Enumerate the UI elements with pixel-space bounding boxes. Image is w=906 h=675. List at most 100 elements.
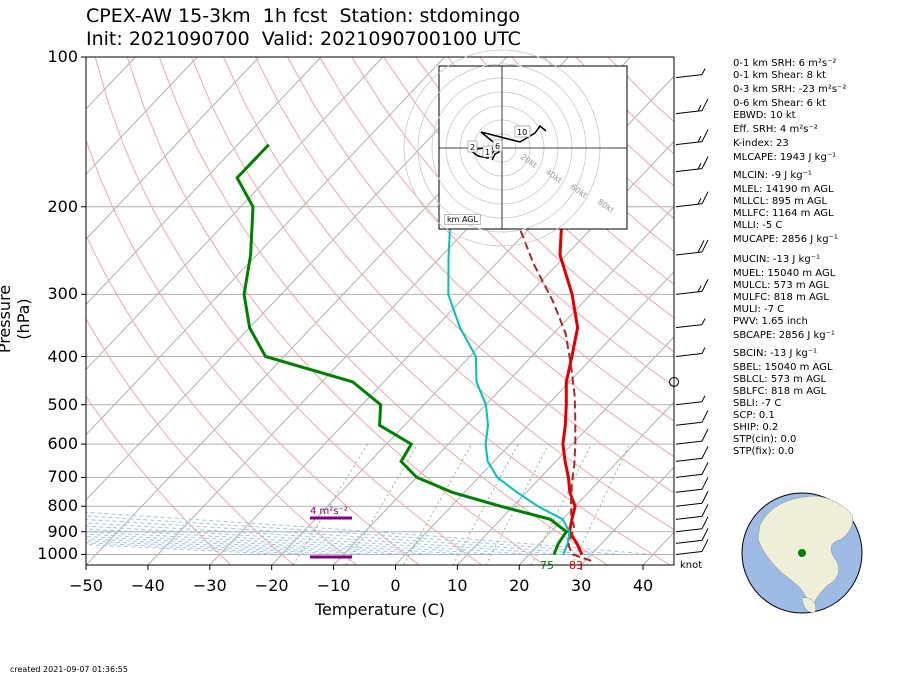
dry-adiabat xyxy=(351,57,674,387)
station-marker xyxy=(798,549,806,557)
dry-adiabat xyxy=(126,57,545,565)
y-tick-label: 100 xyxy=(47,47,78,66)
isotherm xyxy=(86,57,198,175)
wind-barb-staff xyxy=(675,457,703,462)
wind-barb-staff xyxy=(675,539,703,544)
wind-barb-flag xyxy=(701,516,709,529)
moist-adiabat xyxy=(86,518,592,555)
wind-barb-flag xyxy=(701,504,709,517)
hodograph-unit-label: km AGL xyxy=(444,214,481,225)
surface-dewpoint-label: 75 xyxy=(540,559,554,572)
y-tick-label: 500 xyxy=(47,394,78,414)
index-line: SBEL: 15040 m AGL xyxy=(733,362,833,373)
x-tick-label: −20 xyxy=(254,576,289,595)
series-line-wetbulb xyxy=(440,144,571,555)
mixing-ratio-line xyxy=(292,443,369,565)
wind-barb-half xyxy=(697,285,702,293)
surface-temperature-label: 83 xyxy=(569,559,583,572)
y-tick-label: 1000 xyxy=(37,544,78,564)
x-tick-label: −30 xyxy=(192,576,227,595)
isotherm xyxy=(86,57,508,501)
dry-adiabat xyxy=(287,57,674,458)
wind-barb xyxy=(675,491,709,507)
hodograph-height-label: 2 xyxy=(470,143,475,152)
globe-map xyxy=(741,492,863,614)
isotherm xyxy=(86,57,384,371)
wind-barb xyxy=(675,347,706,357)
wind-barb-staff xyxy=(675,401,703,406)
wind-barb-flag xyxy=(701,156,709,169)
index-line: EBWD: 10 kt xyxy=(733,110,796,121)
x-tick-label: −50 xyxy=(69,576,103,595)
index-line: MLCAPE: 1943 J kg⁻¹ xyxy=(733,152,837,163)
isotherm xyxy=(457,336,674,565)
dry-adiabat xyxy=(255,57,674,494)
wind-barb-staff xyxy=(675,203,703,208)
dry-adiabat xyxy=(190,57,671,565)
wind-barb xyxy=(675,156,709,173)
wind-barb xyxy=(675,410,709,426)
wind-barb xyxy=(675,279,709,295)
index-line: MUEL: 15040 m AGL xyxy=(733,268,836,279)
wind-barb xyxy=(675,68,706,79)
moist-adiabat xyxy=(86,522,561,555)
wind-barb-flag xyxy=(701,491,709,504)
index-line: MUCAPE: 2856 J kg⁻¹ xyxy=(733,234,838,245)
wind-barb-flag xyxy=(701,191,709,204)
series-line-parcel xyxy=(477,170,592,562)
wind-barb xyxy=(675,462,709,478)
axis-ticks xyxy=(81,56,644,570)
wind-barb xyxy=(675,539,709,555)
wind-barb xyxy=(675,98,709,115)
wind-barb-half xyxy=(701,395,706,402)
mixing-ratio-line xyxy=(571,443,630,565)
wind-barbs xyxy=(669,68,709,555)
wind-barb-flag xyxy=(701,446,709,459)
isotherm xyxy=(580,466,674,565)
index-line: SBCIN: -13 J kg⁻¹ xyxy=(733,348,818,359)
hodograph-height-box xyxy=(482,145,493,158)
dry-adiabat xyxy=(86,138,420,565)
wind-barb-staff xyxy=(675,421,703,426)
mixing-ratio-line xyxy=(345,443,419,565)
wind-barb-flag xyxy=(701,477,709,490)
index-line: SBLCL: 573 m AGL xyxy=(733,374,827,385)
y-tick-label: 400 xyxy=(47,346,78,366)
wind-barb-staff xyxy=(675,290,703,295)
x-tick-label: 0 xyxy=(390,576,401,595)
wind-barb-half xyxy=(701,318,706,325)
y-tick-label: 300 xyxy=(47,284,78,304)
index-line: SHIP: 0.2 xyxy=(733,422,779,433)
wind-barb-flag xyxy=(701,428,709,442)
index-line: STP(cin): 0.0 xyxy=(733,434,797,445)
wind-barb xyxy=(675,477,709,493)
index-line: 0-1 km Shear: 8 kt xyxy=(733,70,826,81)
wind-barb xyxy=(675,504,709,520)
isotherm xyxy=(395,271,674,565)
index-line: PWV: 1.65 inch xyxy=(733,316,808,327)
x-tick-label: 30 xyxy=(570,576,592,595)
wind-barb-half xyxy=(697,197,702,205)
dry-adiabat xyxy=(86,317,295,565)
y-tick-label: 800 xyxy=(47,496,78,516)
wind-barb-staff xyxy=(675,550,703,555)
dry-adiabat xyxy=(86,233,357,565)
wind-barb-half xyxy=(701,347,706,354)
wind-barb-flag xyxy=(701,279,709,292)
calm-wind-circle xyxy=(669,376,679,387)
srh-label: 4 m²s⁻² xyxy=(310,506,348,517)
wind-barb-flag xyxy=(701,239,709,253)
index-line: MLCIN: -9 J kg⁻¹ xyxy=(733,170,812,181)
dry-adiabat xyxy=(415,57,674,319)
globe-land-south xyxy=(801,597,816,613)
wind-barb-half xyxy=(697,162,702,170)
x-tick-label: 20 xyxy=(509,576,530,595)
index-line: SBLFC: 818 m AGL xyxy=(733,386,827,397)
isotherm xyxy=(518,401,674,565)
index-line: MUCIN: -13 J kg⁻¹ xyxy=(733,254,820,265)
x-tick-label: 40 xyxy=(632,576,654,595)
x-tick-label: 10 xyxy=(447,576,468,595)
wind-barb-flag xyxy=(701,410,709,423)
wind-barb-staff xyxy=(675,141,703,146)
